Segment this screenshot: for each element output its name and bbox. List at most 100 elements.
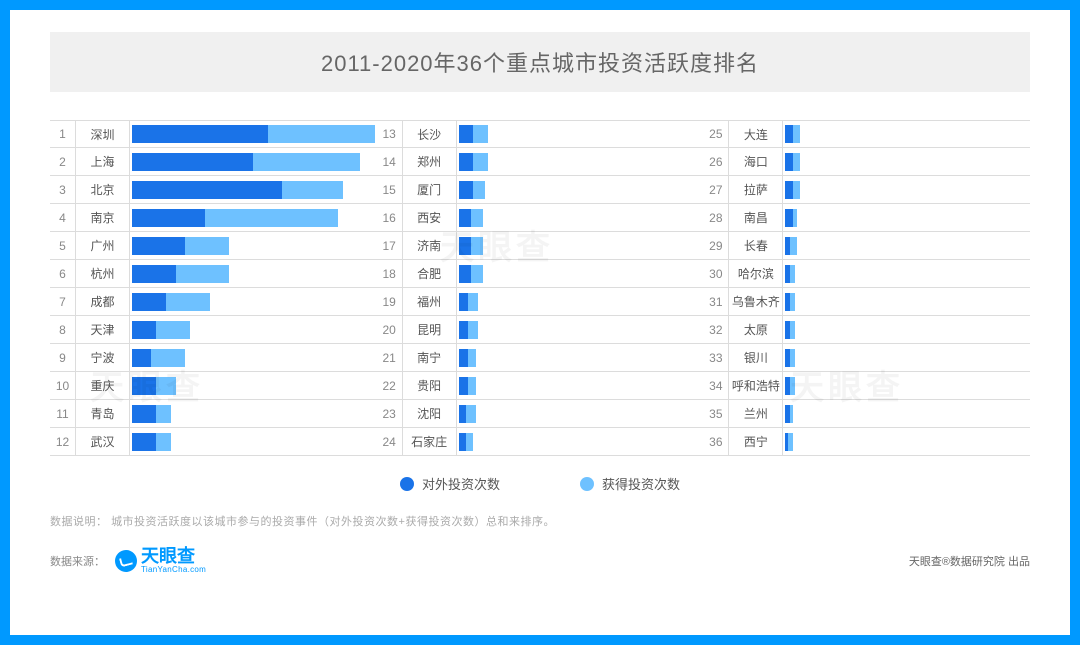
bar-cell [457,344,704,371]
bar-segment-outbound [459,377,469,395]
logo-mark-icon [115,550,137,572]
bar-cell [130,400,377,427]
ranking-row: 15厦门 [377,176,704,204]
legend-swatch-b [580,477,594,491]
bar-segment-inbound [793,125,800,143]
legend: 对外投资次数 获得投资次数 [50,474,1030,493]
bar-cell [783,260,1030,287]
bar-segment-outbound [132,237,185,255]
legend-item-b: 获得投资次数 [580,474,680,493]
city-cell: 南宁 [403,344,457,371]
rank-cell: 22 [377,372,403,399]
ranking-row: 18合肥 [377,260,704,288]
ranking-row: 9宁波 [50,344,377,372]
bar-segment-outbound [785,209,792,227]
stacked-bar [132,237,229,255]
rank-cell: 11 [50,400,76,427]
bar-cell [783,121,1030,147]
bar-segment-inbound [466,405,476,423]
bar-segment-outbound [459,237,471,255]
city-cell: 哈尔滨 [729,260,783,287]
bar-segment-outbound [132,405,156,423]
bar-cell [130,316,377,343]
bar-cell [130,344,377,371]
stacked-bar [132,405,171,423]
stacked-bar [132,125,375,143]
ranking-row: 27拉萨 [703,176,1030,204]
bar-segment-inbound [790,237,797,255]
stacked-bar [132,153,360,171]
stacked-bar [785,321,795,339]
bar-segment-inbound [253,153,360,171]
bar-cell [130,232,377,259]
source-label: 数据来源： [50,553,105,569]
rank-cell: 13 [377,121,403,147]
ranking-column: 25大连26海口27拉萨28南昌29长春30哈尔滨31乌鲁木齐32太原33银川3… [703,120,1030,456]
bar-segment-outbound [132,377,156,395]
ranking-row: 12武汉 [50,428,377,456]
bar-cell [130,260,377,287]
bar-segment-outbound [459,209,471,227]
bar-segment-inbound [468,321,478,339]
logo: 天眼查 TianYanCha.com [115,547,206,574]
city-cell: 郑州 [403,148,457,175]
bar-segment-inbound [793,181,800,199]
rank-cell: 25 [703,121,729,147]
bar-segment-outbound [785,125,792,143]
city-cell: 海口 [729,148,783,175]
rank-cell: 32 [703,316,729,343]
ranking-row: 24石家庄 [377,428,704,456]
ranking-row: 16西安 [377,204,704,232]
bar-segment-outbound [459,125,474,143]
rank-cell: 23 [377,400,403,427]
bar-segment-inbound [790,265,795,283]
chart-title: 2011-2020年36个重点城市投资活跃度排名 [50,46,1030,78]
ranking-row: 33银川 [703,344,1030,372]
bar-cell [457,176,704,203]
ranking-row: 14郑州 [377,148,704,176]
city-cell: 昆明 [403,316,457,343]
bar-cell [783,288,1030,315]
city-cell: 银川 [729,344,783,371]
city-cell: 广州 [76,232,130,259]
bar-segment-outbound [132,265,176,283]
bar-segment-outbound [132,209,205,227]
ranking-column: 13长沙14郑州15厦门16西安17济南18合肥19福州20昆明21南宁22贵阳… [377,120,704,456]
bar-segment-outbound [459,181,474,199]
bar-cell [783,372,1030,399]
stacked-bar [459,153,488,171]
city-cell: 大连 [729,121,783,147]
ranking-row: 19福州 [377,288,704,316]
ranking-columns: 1深圳2上海3北京4南京5广州6杭州7成都8天津9宁波10重庆11青岛12武汉1… [50,120,1030,456]
bar-cell [457,288,704,315]
bar-cell [783,148,1030,175]
rank-cell: 10 [50,372,76,399]
ranking-row: 3北京 [50,176,377,204]
footer: 数据来源： 天眼查 TianYanCha.com 天眼查®数据研究院 出品 [50,547,1030,574]
bar-segment-inbound [205,209,338,227]
bar-segment-outbound [132,349,151,367]
ranking-row: 22贵阳 [377,372,704,400]
bar-segment-inbound [166,293,210,311]
city-cell: 上海 [76,148,130,175]
bar-cell [130,176,377,203]
bar-cell [457,232,704,259]
stacked-bar [459,433,474,451]
stacked-bar [459,209,483,227]
city-cell: 宁波 [76,344,130,371]
bar-cell [783,204,1030,231]
rank-cell: 20 [377,316,403,343]
stacked-bar [785,209,797,227]
ranking-row: 10重庆 [50,372,377,400]
bar-segment-inbound [790,293,795,311]
city-cell: 合肥 [403,260,457,287]
ranking-row: 23沈阳 [377,400,704,428]
rank-cell: 36 [703,428,729,455]
city-cell: 呼和浩特 [729,372,783,399]
bar-segment-outbound [785,153,792,171]
bar-segment-inbound [473,153,488,171]
bar-segment-outbound [132,433,156,451]
bar-segment-inbound [788,433,793,451]
source: 数据来源： 天眼查 TianYanCha.com [50,547,206,574]
bar-segment-inbound [268,125,375,143]
